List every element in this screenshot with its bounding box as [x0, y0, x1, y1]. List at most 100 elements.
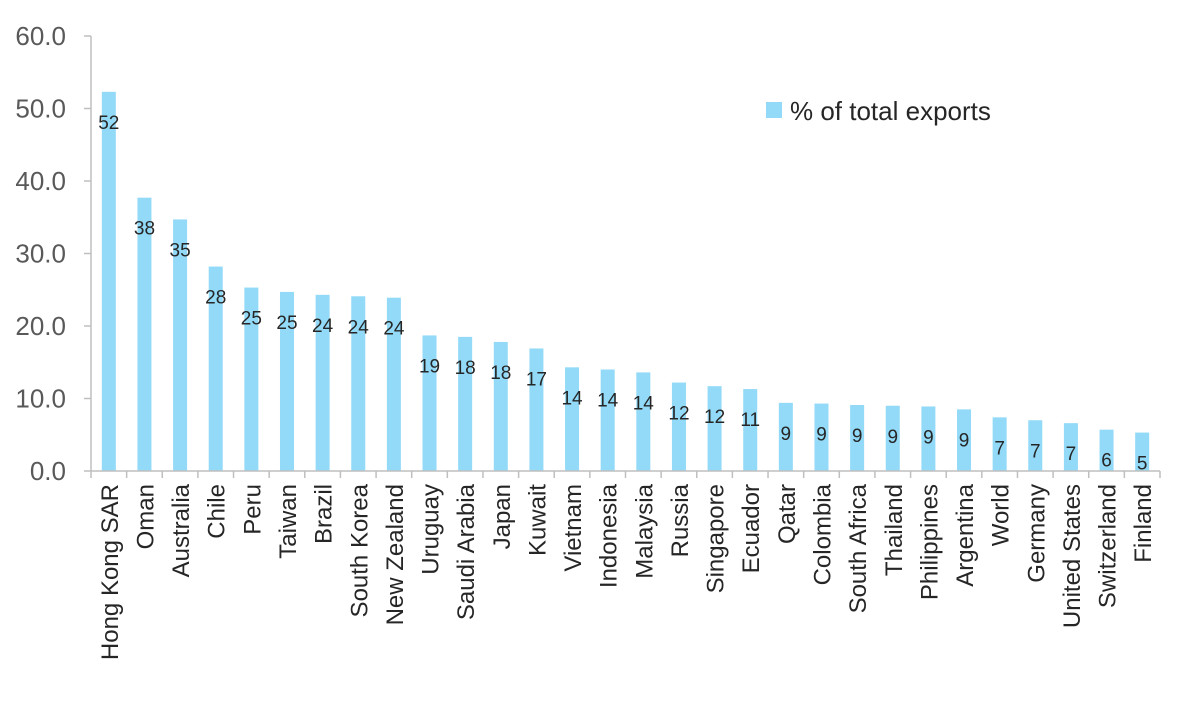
bar	[850, 405, 865, 471]
bar	[778, 402, 793, 471]
category-label: Thailand	[881, 484, 908, 576]
legend-swatch	[766, 102, 782, 118]
data-label: 38	[134, 219, 155, 240]
x-axis: Hong Kong SAR Oman Australia Chile Peru Taiwa…	[90, 470, 1161, 660]
category-label: Vietnam	[560, 484, 587, 572]
bar	[173, 219, 188, 471]
bar	[600, 369, 615, 471]
bar	[671, 382, 686, 471]
data-label: 14	[561, 388, 583, 409]
data-label: 9	[959, 430, 970, 451]
bar	[921, 406, 936, 471]
data-label: 5	[1137, 454, 1148, 475]
data-label: 7	[1066, 444, 1077, 465]
category-label: United States	[1059, 484, 1086, 628]
category-label: World	[988, 484, 1015, 546]
bar	[137, 197, 152, 472]
category-label: Switzerland	[1095, 484, 1122, 608]
bar	[529, 348, 544, 471]
category-label: Chile	[204, 484, 231, 539]
category-label: Australia	[168, 483, 195, 577]
bar	[208, 266, 223, 471]
category-label: Peru	[239, 484, 266, 535]
category-label: Russia	[667, 483, 694, 557]
data-label: 18	[455, 358, 476, 379]
y-tick-label: 20.0	[15, 311, 66, 341]
category-label: South Africa	[845, 483, 872, 613]
data-label: 9	[781, 424, 792, 445]
category-label: Japan	[489, 484, 516, 549]
y-tick-label: 40.0	[15, 166, 66, 196]
category-label: Malaysia	[631, 483, 658, 578]
y-tick-label: 0.0	[30, 456, 66, 486]
category-label: Singapore	[703, 484, 730, 593]
bar	[636, 372, 651, 471]
data-label: 28	[205, 288, 226, 309]
data-label: 25	[241, 309, 262, 330]
data-label: 17	[526, 369, 547, 390]
bar	[992, 417, 1007, 471]
y-axis: 0.0 10.0 20.0 30.0 40.0 50.0 60.0	[15, 21, 92, 486]
category-label: Kuwait	[524, 484, 551, 556]
bar	[1135, 432, 1150, 471]
bar	[743, 389, 758, 471]
data-label: 18	[490, 363, 511, 384]
bar	[493, 341, 508, 471]
data-label: 35	[170, 240, 191, 261]
data-label: 24	[312, 316, 334, 337]
data-label: 7	[994, 438, 1005, 459]
y-tick-label: 10.0	[15, 384, 66, 414]
category-label: Taiwan	[275, 484, 302, 559]
bar	[814, 403, 829, 471]
category-label: Ecuador	[738, 484, 765, 573]
y-tick-label: 30.0	[15, 239, 66, 269]
legend: % of total exports	[766, 96, 991, 126]
bar	[386, 297, 401, 471]
category-label: Hong Kong SAR	[97, 484, 124, 660]
data-label: 9	[887, 427, 898, 448]
bar	[1028, 420, 1043, 471]
bars: 52 38 35 28 25 25 24 24 24 19 18 18 17 14 14 14 12 12 11 9 9…	[98, 91, 1150, 475]
data-label: 14	[633, 393, 655, 414]
bar	[458, 336, 473, 471]
bar	[885, 405, 900, 471]
data-label: 19	[419, 356, 440, 377]
data-label: 9	[923, 427, 934, 448]
bar	[279, 291, 294, 471]
category-label: Brazil	[311, 484, 338, 544]
bar	[101, 91, 116, 471]
data-label: 12	[704, 407, 725, 428]
data-label: 52	[98, 113, 119, 134]
y-tick-label: 60.0	[15, 21, 66, 51]
bar	[1063, 423, 1078, 471]
data-label: 24	[348, 317, 370, 338]
y-tick-label: 50.0	[15, 94, 66, 124]
bar	[422, 335, 437, 471]
data-label: 25	[276, 313, 297, 334]
category-label: Qatar	[774, 484, 801, 544]
bar	[315, 294, 330, 471]
category-label: Uruguay	[418, 484, 445, 575]
data-label: 9	[816, 425, 827, 446]
bar	[707, 386, 722, 471]
category-label: Germany	[1023, 484, 1050, 583]
category-label: South Korea	[346, 483, 373, 617]
bar	[1099, 429, 1114, 471]
bar	[565, 367, 580, 471]
data-label: 6	[1101, 451, 1112, 472]
bar	[957, 409, 972, 471]
category-label: Indonesia	[596, 483, 623, 588]
data-label: 14	[597, 391, 619, 412]
bar	[351, 296, 366, 471]
category-label: Finland	[1130, 484, 1157, 563]
data-label: 7	[1030, 441, 1041, 462]
category-label: New Zealand	[382, 484, 409, 625]
category-label: Colombia	[809, 483, 836, 585]
legend-label: % of total exports	[790, 96, 991, 126]
bar	[244, 287, 259, 471]
data-label: 12	[668, 404, 689, 425]
category-label: Oman	[132, 484, 159, 549]
data-label: 11	[740, 410, 760, 431]
category-label: Argentina	[952, 483, 979, 586]
